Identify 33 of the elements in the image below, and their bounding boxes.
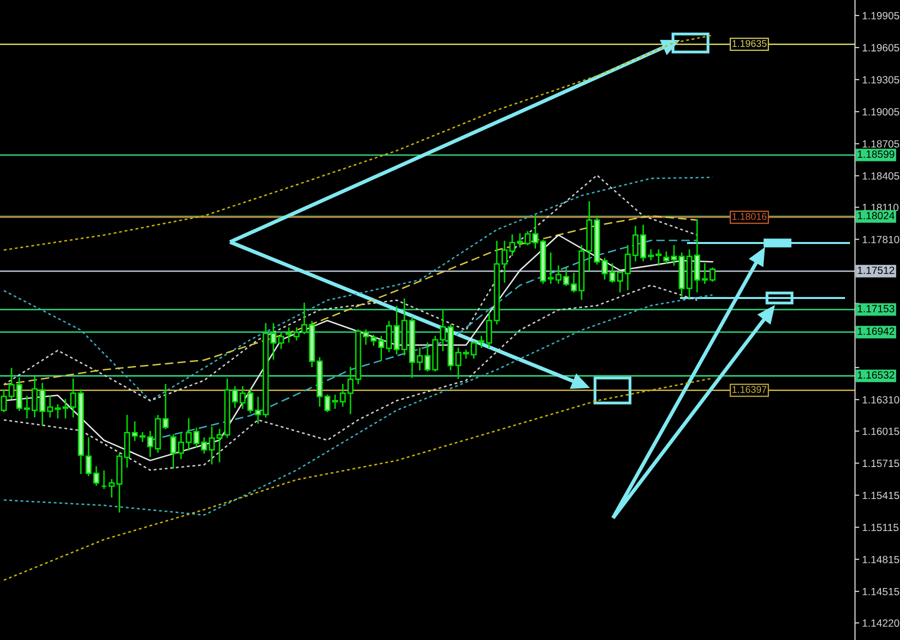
y-tick-label: 1.14220 [862,619,900,627]
y-tick-label: 1.18705 [862,140,900,148]
ref-line-label: 1.16397 [732,386,766,393]
ref-line-label: 1.17512 [858,266,894,274]
y-tick-label: 1.16015 [862,428,900,435]
ref-line-label: 1.18599 [858,150,894,158]
y-tick-label: 1.15115 [862,524,898,532]
line-series [3,294,714,516]
y-tick-label: 1.15415 [862,492,900,500]
ref-line-label: 1.16942 [858,327,894,335]
candlestick [100,470,107,489]
line-series [3,284,698,471]
y-tick-label: 1.19005 [862,108,900,116]
candlestick [93,466,100,486]
y-tick-label: 1.16310 [862,396,900,404]
y-tick-label: 1.15715 [862,460,900,468]
y-tick-label: 1.14515 [862,588,900,596]
ref-line-label: 1.19635 [732,40,766,47]
candlestick [108,479,115,498]
line-series [3,378,714,581]
y-tick-label: 1.19905 [862,12,900,20]
ref-line-label: 1.17153 [858,304,894,312]
y-tick-label: 1.18405 [862,172,900,180]
y-tick-label: 1.18110 [862,204,898,212]
y-tick-label: 1.19305 [862,76,900,84]
ref-line-label: 1.16532 [858,371,894,379]
line-series [3,34,714,251]
line-series [3,215,698,386]
ref-line-label: 1.18024 [858,212,894,220]
ref-line-label: 1.18016 [732,213,766,220]
y-tick-label: 1.17810 [862,236,900,244]
y-tick-label: 1.14815 [862,556,900,564]
y-tick-label: 1.19605 [862,44,900,52]
